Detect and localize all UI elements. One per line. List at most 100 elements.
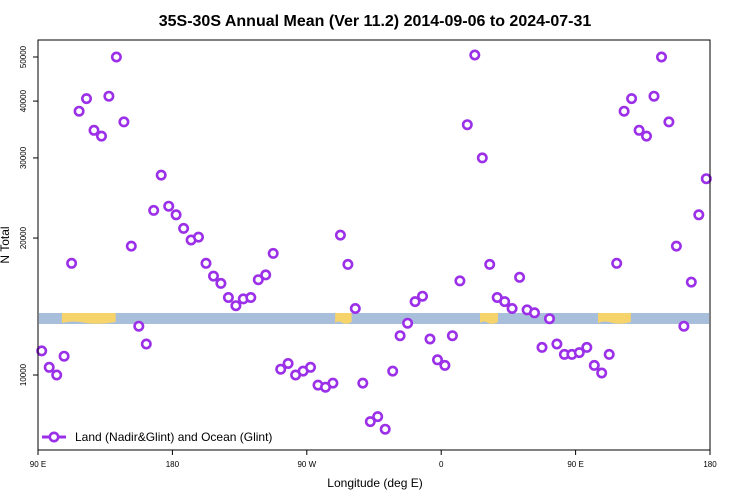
chart-title: 35S-30S Annual Mean (Ver 11.2) 2014-09-0… xyxy=(159,13,592,30)
data-point xyxy=(155,169,167,181)
x-tick-label: 0 xyxy=(439,460,444,469)
data-point xyxy=(327,377,339,389)
data-point xyxy=(73,105,85,117)
data-points xyxy=(36,49,712,435)
data-point xyxy=(282,357,294,369)
data-point xyxy=(43,361,55,373)
x-tick-label: 90 W xyxy=(297,460,316,469)
data-point xyxy=(88,124,100,136)
data-point xyxy=(693,209,705,221)
data-point xyxy=(260,269,272,281)
data-point xyxy=(103,90,115,102)
data-point xyxy=(409,296,421,308)
data-point xyxy=(118,116,130,128)
data-point xyxy=(267,247,279,259)
data-point xyxy=(148,204,160,216)
data-point xyxy=(252,274,264,286)
land-patch xyxy=(61,313,116,324)
data-point xyxy=(685,276,697,288)
data-point xyxy=(170,209,182,221)
data-point xyxy=(416,290,428,302)
data-point xyxy=(469,49,481,61)
land-patch xyxy=(598,313,631,324)
data-point xyxy=(618,105,630,117)
data-point xyxy=(193,231,205,243)
x-tick-label: 180 xyxy=(166,460,180,469)
data-point xyxy=(454,275,466,287)
x-axis: 90 E 180 90 W 0 90 E 180 xyxy=(30,450,717,469)
data-point xyxy=(551,338,563,350)
y-axis-label: N Total xyxy=(0,226,12,263)
data-point xyxy=(208,270,220,282)
data-point xyxy=(349,302,361,314)
data-point xyxy=(36,345,48,357)
data-point xyxy=(58,350,70,362)
data-point xyxy=(140,338,152,350)
x-tick-label: 90 E xyxy=(30,460,46,469)
data-point xyxy=(543,313,555,325)
data-point xyxy=(402,317,414,329)
data-point xyxy=(230,300,242,312)
data-point xyxy=(528,307,540,319)
y-axis: 10000 20000 30000 40000 50000 xyxy=(19,45,38,386)
data-point xyxy=(424,333,436,345)
y-tick-label: 30000 xyxy=(19,146,28,169)
data-point xyxy=(678,320,690,332)
data-point xyxy=(446,330,458,342)
x-tick-label: 180 xyxy=(703,460,717,469)
data-point xyxy=(439,359,451,371)
data-point xyxy=(215,277,227,289)
data-point xyxy=(178,222,190,234)
data-point xyxy=(379,423,391,435)
legend-label: Land (Nadir&Glint) and Ocean (Glint) xyxy=(75,430,272,444)
x-axis-label: Longitude (deg E) xyxy=(327,476,422,490)
data-point xyxy=(648,90,660,102)
data-point xyxy=(484,258,496,270)
data-point xyxy=(394,330,406,342)
data-point xyxy=(245,291,257,303)
data-point xyxy=(200,257,212,269)
data-point xyxy=(110,51,122,63)
data-point xyxy=(655,51,667,63)
ocean-band xyxy=(39,313,709,324)
data-point xyxy=(596,367,608,379)
data-point xyxy=(611,257,623,269)
data-point xyxy=(431,354,443,366)
y-tick-label: 50000 xyxy=(19,45,28,68)
y-tick-label: 20000 xyxy=(19,226,28,249)
data-point xyxy=(588,359,600,371)
data-point xyxy=(700,173,712,185)
data-point xyxy=(125,240,137,252)
data-point xyxy=(499,296,511,308)
data-point xyxy=(357,377,369,389)
land-patch xyxy=(335,313,352,324)
data-point xyxy=(640,130,652,142)
land-ocean-band xyxy=(39,313,709,324)
data-point xyxy=(66,257,78,269)
data-point xyxy=(461,119,473,131)
y-tick-label: 10000 xyxy=(19,363,28,386)
data-point xyxy=(372,411,384,423)
data-point xyxy=(133,320,145,332)
data-point xyxy=(663,116,675,128)
legend: Land (Nadir&Glint) and Ocean (Glint) xyxy=(42,430,272,444)
data-point xyxy=(222,291,234,303)
plot-frame xyxy=(37,39,711,451)
data-point xyxy=(81,93,93,105)
data-point xyxy=(275,363,287,375)
legend-marker xyxy=(48,431,60,443)
data-point xyxy=(670,240,682,252)
data-point xyxy=(96,130,108,142)
y-tick-label: 40000 xyxy=(19,89,28,112)
data-point xyxy=(304,361,316,373)
data-point xyxy=(573,347,585,359)
data-point xyxy=(506,302,518,314)
data-point xyxy=(476,152,488,164)
data-point xyxy=(603,348,615,360)
data-point xyxy=(342,258,354,270)
data-point xyxy=(364,416,376,428)
data-point xyxy=(581,341,593,353)
data-point xyxy=(387,365,399,377)
data-point xyxy=(514,271,526,283)
